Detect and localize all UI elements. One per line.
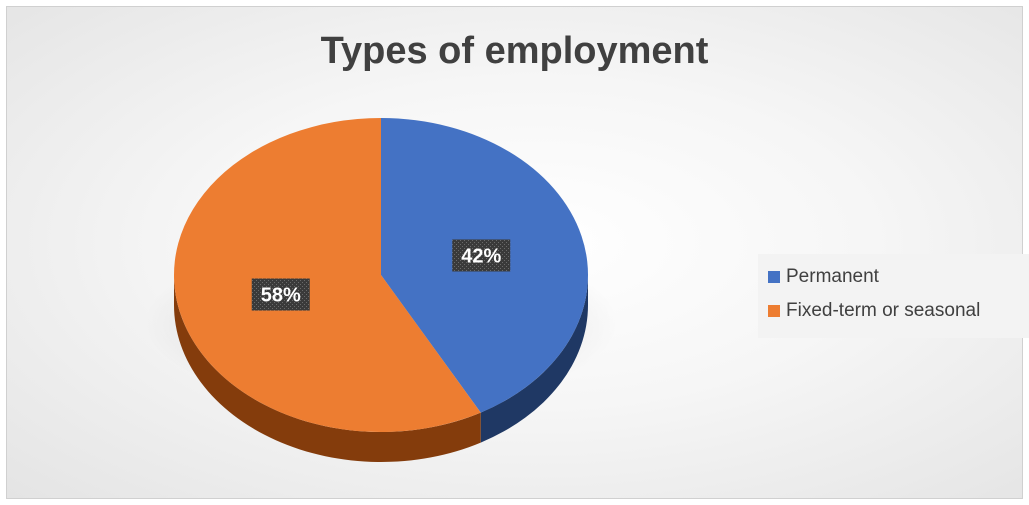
data-label-text: 58% [261,285,301,307]
legend: Permanent Fixed-term or seasonal [758,254,1029,338]
legend-label-fixed-term: Fixed-term or seasonal [786,300,980,322]
legend-item-permanent: Permanent [768,260,1029,294]
data-label-1: 58% [252,279,310,311]
data-label-0: 42% [452,239,510,271]
legend-item-fixed-term: Fixed-term or seasonal [768,294,1029,328]
data-label-text: 42% [461,245,501,267]
legend-swatch-permanent [768,271,780,283]
legend-swatch-fixed-term [768,305,780,317]
legend-label-permanent: Permanent [786,266,879,288]
